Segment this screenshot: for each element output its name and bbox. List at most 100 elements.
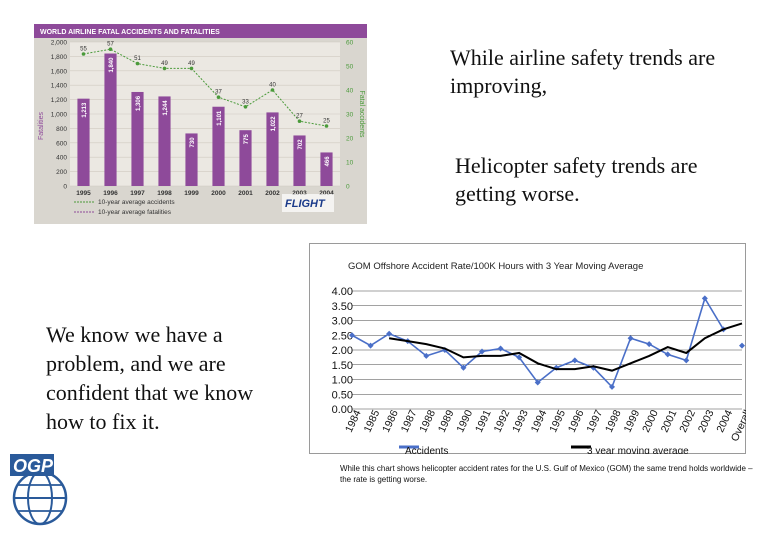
airline-accidents-label: 55 [80, 47, 87, 53]
airline-accidents-label: 49 [188, 61, 195, 67]
airline-fatalities-bar [185, 133, 198, 186]
airline-accidents-point [297, 119, 302, 123]
gom-accidents-point [609, 383, 615, 390]
legend-avg-fatalities: 10-year average fatalities [98, 209, 172, 216]
airline-xtick-label: 1995 [76, 190, 91, 197]
airline-ytick-label: 0 [63, 184, 67, 191]
airline-y2tick-label: 10 [346, 160, 354, 167]
airline-accidents-point [108, 47, 113, 51]
airline-accidents-label: 40 [269, 83, 276, 89]
airline-ytick-label: 1,800 [51, 54, 68, 61]
airline-accidents-label: 37 [215, 90, 222, 96]
gom-accidents-point [516, 354, 523, 361]
airline-accidents-label: 51 [134, 56, 141, 62]
gom-accidents-point [367, 342, 374, 349]
airline-chart-title: WORLD AIRLINE FATAL ACCIDENTS AND FATALI… [40, 29, 220, 36]
gom-moving-average-line [388, 322, 743, 372]
ogp-logo: OGP [6, 452, 70, 526]
airline-accidents-line [83, 48, 327, 127]
airline-accidents-point [270, 88, 275, 92]
airline-xtick-label: 1996 [103, 190, 118, 197]
gom-ytick-label: 3.50 [332, 301, 353, 313]
gom-accidents-point [534, 379, 541, 386]
airline-fatalities-bar [320, 152, 333, 186]
airline-ytick-label: 800 [56, 126, 67, 133]
airline-accidents-label: 25 [323, 119, 330, 125]
airline-fatalities-bar [158, 96, 171, 186]
airline-fatalities-bar [239, 130, 252, 186]
airline-y2tick-label: 40 [346, 88, 354, 95]
gom-accidents-point [497, 345, 504, 352]
airline-ytick-label: 200 [56, 169, 67, 176]
airline-accidents-point [324, 124, 329, 128]
gom-ytick-label: 4.00 [332, 286, 353, 298]
airline-fatalities-bar [212, 106, 225, 186]
airline-y2tick-label: 0 [346, 184, 350, 191]
airline-accidents-point [216, 95, 221, 99]
problem-text: We know we have a problem, and we are co… [46, 322, 254, 434]
airline-ytick-label: 1,200 [51, 97, 68, 104]
ogp-logo-text: OGP [13, 456, 54, 476]
chart-caption: While this chart shows helicopter accide… [340, 464, 753, 484]
airline-xtick-label: 2004 [319, 190, 334, 197]
airline-fatalities-bar [293, 135, 306, 186]
airline-accidents-point [243, 105, 248, 109]
airline-fatalities-bar [266, 112, 279, 186]
gom-ytick-label: 2.50 [332, 330, 353, 342]
airline-chart: WORLD AIRLINE FATAL ACCIDENTS AND FATALI… [34, 24, 367, 224]
gom-ytick-label: 0.00 [332, 404, 353, 416]
gom-accidents-point [479, 348, 485, 355]
gom-legend-accidents-label: Accidents [405, 446, 448, 454]
airline-ytick-label: 1,000 [51, 112, 68, 119]
airline-accidents-label: 33 [242, 99, 249, 105]
airline-bar-label: 702 [298, 139, 304, 150]
airline-xtick-label: 1999 [184, 190, 199, 197]
airline-bar-label: 775 [244, 134, 250, 145]
airline-xtick-label: 1997 [130, 190, 145, 197]
gom-accidents-point [627, 335, 634, 342]
airline-xtick-label: 2003 [292, 190, 307, 197]
airline-accidents-point [135, 61, 140, 66]
airline-y2tick-label: 60 [346, 40, 354, 47]
gom-ytick-label: 1.50 [332, 360, 353, 372]
gom-accidents-point [571, 357, 578, 364]
gom-accidents-point [683, 357, 690, 364]
airline-fatalities-bar [104, 53, 117, 186]
airline-accidents-point [162, 66, 167, 71]
gom-accidents-point [386, 330, 393, 337]
gom-accidents-point [460, 364, 467, 371]
gom-accidents-point [646, 341, 653, 348]
gom-accidents-point [701, 295, 708, 302]
airline-bar-label: 466 [325, 156, 331, 167]
airline-accidents-point [189, 66, 194, 71]
airline-ytick-label: 1,400 [51, 83, 68, 90]
airline-accidents-point [81, 52, 86, 56]
gom-ytick-label: 1.00 [332, 375, 353, 387]
airline-bar-label: 730 [190, 137, 196, 148]
airline-ytick-label: 600 [56, 140, 67, 147]
airline-y2tick-label: 50 [346, 64, 354, 71]
helicopter-safety-text: Helicopter safety trends are getting wor… [455, 153, 698, 206]
gom-legend-average-label: 3 year moving average [587, 446, 689, 454]
airline-fatalities-bar [77, 98, 90, 186]
airline-bar-label: 1,022 [271, 116, 277, 132]
airline-ytick-label: 400 [56, 155, 67, 162]
airline-bar-label: 1,840 [109, 57, 115, 73]
airline-xtick-label: 2001 [238, 190, 253, 197]
airline-y2tick-label: 30 [346, 112, 354, 119]
flight-logo-text: FLIGHT [285, 198, 326, 210]
airline-bar-label: 1,101 [217, 110, 223, 126]
airline-bar-label: 1,213 [82, 102, 88, 118]
airline-safety-text: While airline safety trends are improvin… [450, 45, 716, 98]
airline-accidents-label: 57 [107, 42, 114, 48]
airline-ytick-label: 1,600 [51, 68, 68, 75]
airline-fatalities-bar [131, 91, 144, 186]
gom-accidents-point [349, 332, 355, 339]
airline-accidents-label: 27 [296, 114, 303, 120]
airline-y-label: Fatalities [38, 111, 45, 140]
airline-bar-label: 1,244 [163, 100, 169, 116]
legend-avg-accidents: 10-year average accidents [98, 199, 175, 206]
airline-ytick-label: 2,000 [51, 40, 68, 47]
airline-bar-label: 1,306 [136, 95, 142, 111]
gom-accidents-point [739, 342, 745, 349]
